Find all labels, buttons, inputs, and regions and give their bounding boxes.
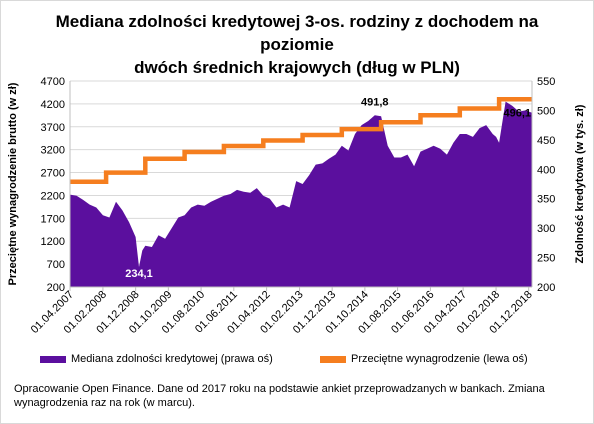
legend-swatch-area: [40, 355, 66, 363]
y-tick-left: 200: [47, 282, 65, 294]
legend-item-creditworthiness: Mediana zdolności kredytowej (prawa oś): [40, 353, 273, 365]
y-tick-left: 3200: [41, 145, 65, 157]
data-label-min: 234,1: [125, 268, 153, 280]
y-tick-right: 450: [537, 135, 555, 147]
series-area-creditworthiness: [70, 101, 532, 287]
chart-title: Mediana zdolności kredytowej 3-os. rodzi…: [20, 10, 574, 79]
y-tick-left: 1700: [41, 213, 65, 225]
legend-label-salary: Przeciętne wynagrodzenie (lewa oś): [351, 353, 528, 365]
y-tick-left: 1200: [41, 236, 65, 248]
y-tick-right: 500: [537, 105, 555, 117]
source-note: Opracowanie Open Finance. Dane od 2017 r…: [14, 383, 545, 409]
y-tick-left: 4700: [41, 76, 65, 88]
chart-legend: Mediana zdolności kredytowej (prawa oś) …: [40, 353, 580, 371]
y-tick-right: 350: [537, 194, 555, 206]
legend-swatch-line: [320, 355, 346, 363]
y-tick-right: 200: [537, 282, 555, 294]
chart-plot: 200 700 1200 1700 2200 2700 3200 3700 4200 4700 20…: [7, 76, 586, 336]
legend-label-creditworthiness: Mediana zdolności kredytowej (prawa oś): [71, 353, 273, 365]
y-axis-right-title: Zdolność kredytowa (w tys. zł): [574, 104, 586, 263]
y-tick-right: 250: [537, 253, 555, 265]
y-tick-left: 2700: [41, 168, 65, 180]
y-tick-right: 550: [537, 76, 555, 88]
y-tick-left: 4200: [41, 99, 65, 111]
y-tick-right: 300: [537, 223, 555, 235]
data-label-last: 496,1: [503, 108, 531, 120]
title-line-2: dwóch średnich krajowych (dług w PLN): [134, 58, 460, 77]
series-line-salary: [70, 97, 532, 184]
y-axis-left-title: Przeciętne wynagrodzenie brutto (w zł): [7, 82, 19, 285]
data-label-2015: 491,8: [361, 96, 389, 108]
y-tick-left: 700: [47, 259, 65, 271]
y-tick-left: 2200: [41, 190, 65, 202]
y-tick-right: 400: [537, 164, 555, 176]
legend-item-salary: Przeciętne wynagrodzenie (lewa oś): [320, 353, 528, 365]
title-line-1: Mediana zdolności kredytowej 3-os. rodzi…: [55, 12, 539, 54]
y-tick-left: 3700: [41, 122, 65, 134]
